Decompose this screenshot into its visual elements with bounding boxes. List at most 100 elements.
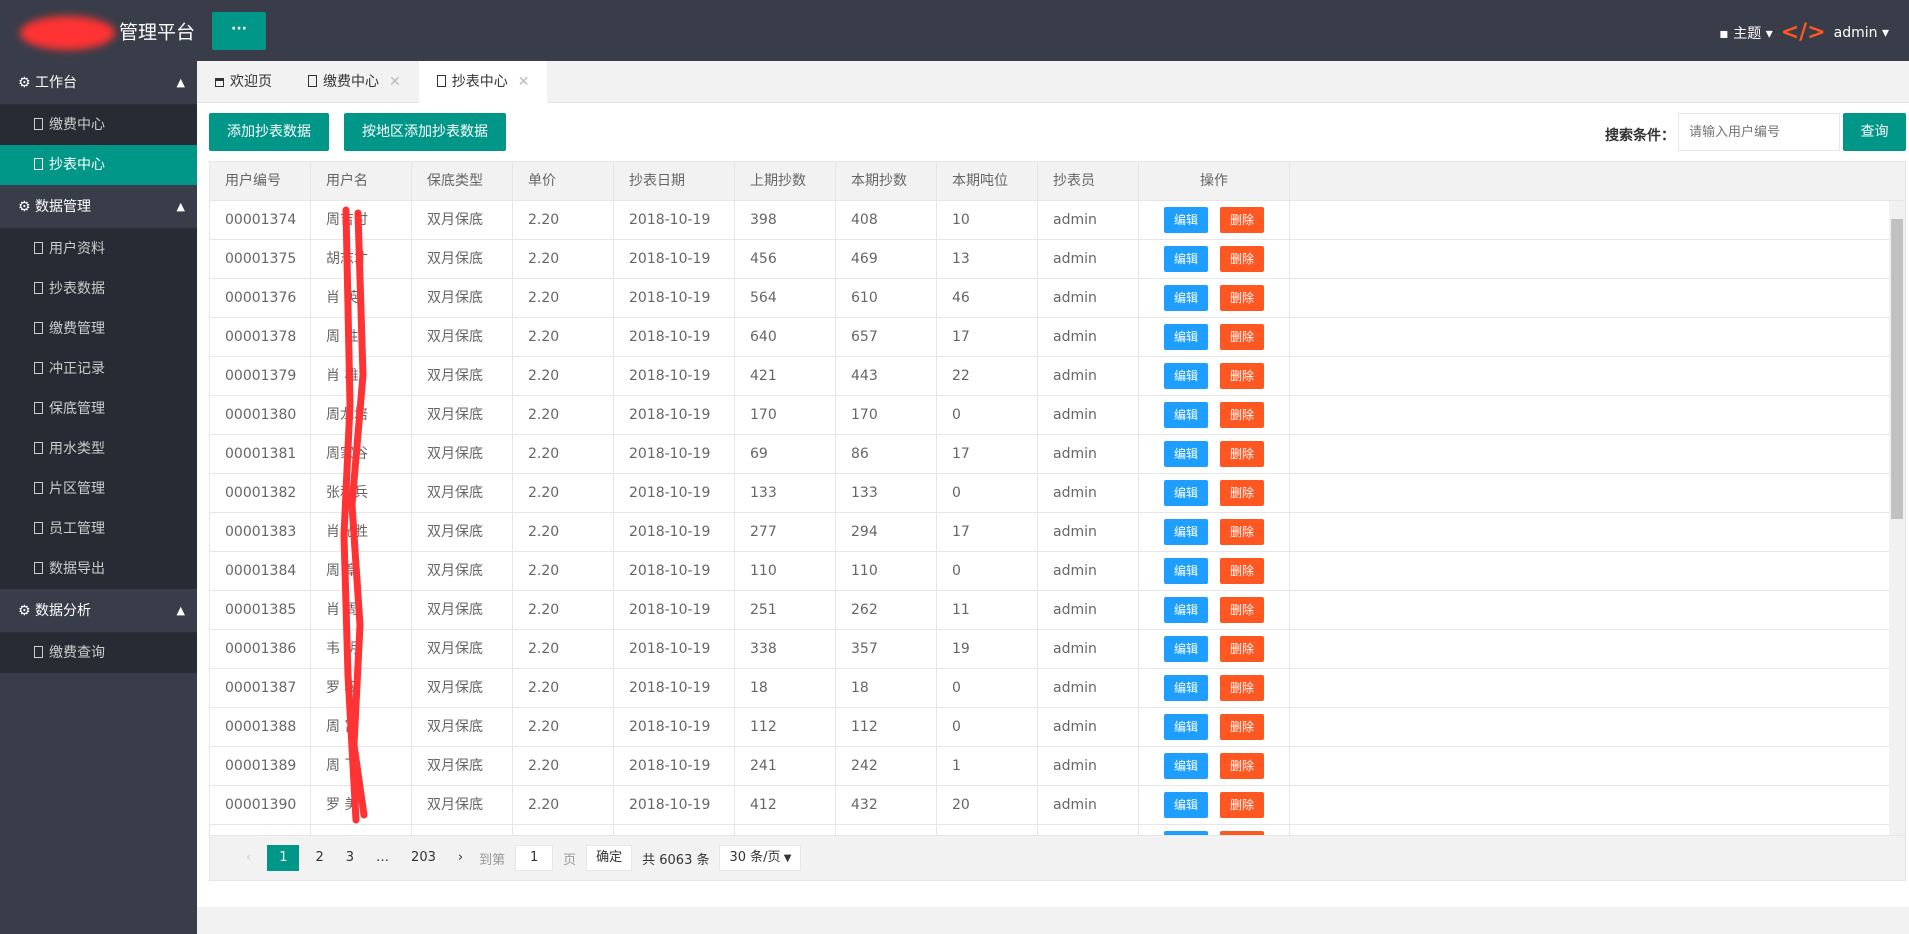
delete-button[interactable]: 删除 [1220,558,1264,584]
sidebar-item[interactable]: 冲正记录 [0,349,197,389]
table-cell: admin [1038,435,1139,473]
close-icon[interactable]: ✕ [517,74,530,90]
table-cell: 00001383 [210,513,311,551]
actions-cell: 编辑 删除 [1139,825,1290,835]
delete-button[interactable]: 删除 [1220,519,1264,545]
table-cell: 周 章 [311,552,412,590]
table-cell: 13 [937,240,1038,278]
delete-button[interactable]: 删除 [1220,636,1264,662]
delete-button[interactable]: 删除 [1220,285,1264,311]
edit-button[interactable]: 编辑 [1164,519,1208,545]
table-row: 00001376 肖 英双月保底 2.20 2018-10-19 564 610 46 adm… [210,279,1905,318]
add-by-area-button[interactable]: 按地区添加抄表数据 [344,113,506,151]
edit-button[interactable]: 编辑 [1164,597,1208,623]
sidebar-item[interactable]: 抄表中心 [0,145,197,185]
column-header: 抄表日期 [614,162,735,200]
page-button[interactable]: 2 [315,850,324,865]
edit-button[interactable]: 编辑 [1164,792,1208,818]
actions-cell: 编辑删除 [1139,474,1290,512]
theme-menu[interactable]: ▪ 主题 ▾ [1719,25,1773,42]
table-cell: 2.20 [513,318,614,356]
delete-button[interactable]: 删除 [1220,753,1264,779]
delete-button[interactable]: 删除 [1220,363,1264,389]
table-cell: admin [1038,669,1139,707]
sidebar-item[interactable]: 保底管理 [0,389,197,429]
delete-button[interactable]: 删除 [1220,246,1264,272]
table-cell: 00001380 [210,396,311,434]
page-number-input[interactable]: 1 [515,845,554,871]
sidebar-item[interactable]: 缴费管理 [0,309,197,349]
edit-button[interactable]: 编辑 [1164,285,1208,311]
sidebar-item[interactable]: 员工管理 [0,509,197,549]
sidebar-item[interactable]: 抄表数据 [0,269,197,309]
edit-button[interactable]: 编辑 [1164,714,1208,740]
per-page-select[interactable]: 30 条/页 ▼ [719,845,802,871]
delete-button[interactable]: 删除 [1220,792,1264,818]
tab[interactable]: 抄表中心 ✕ [418,61,548,104]
table-cell: 412 [735,786,836,824]
edit-button[interactable]: 编辑 [1164,636,1208,662]
edit-button[interactable]: 编辑 [1164,675,1208,701]
page-button[interactable]: 3 [345,850,355,865]
column-header: 本期抄数 [836,162,937,200]
theme-label: 主题 [1733,25,1762,42]
close-icon[interactable]: ✕ [389,74,401,90]
table-cell [735,825,836,835]
delete-button[interactable]: 删除 [1220,714,1264,740]
sidebar-group[interactable]: ⚙ 数据管理 ▲ [0,185,197,229]
table-cell: 00001389 [210,747,311,785]
search-button[interactable]: 查询 [1843,113,1906,151]
page-unit-label: 页 [563,852,577,868]
gear-icon: ⚙ [18,75,36,91]
sidebar-item[interactable]: 片区管理 [0,469,197,509]
table-cell: 胡志才 [311,240,412,278]
edit-button[interactable]: 编辑 [1164,324,1208,350]
sidebar-item[interactable]: 缴费查询 [0,633,197,673]
edit-button[interactable]: 编辑 [1164,753,1208,779]
toggle-menu-button[interactable]: ··· [212,12,266,50]
table-cell: 112 [836,708,937,746]
table-cell: 双月保底 [412,474,513,512]
page-button[interactable]: 203 [411,850,436,865]
edit-button[interactable]: 编辑 [1164,480,1208,506]
delete-button[interactable]: 删除 [1220,441,1264,467]
add-reading-button[interactable]: 添加抄表数据 [209,113,329,151]
sidebar-item[interactable]: 数据导出 [0,549,197,589]
sidebar-group-label: 数据分析 [35,603,92,619]
tab-label: 抄表中心 [451,74,508,90]
sidebar-group[interactable]: ⚙ 工作台 ▲ [0,61,197,105]
sidebar-group[interactable]: ⚙ 数据分析 ▲ [0,589,197,633]
tab[interactable]: 缴费中心 ✕ [290,61,419,102]
tab[interactable]: 欢迎页 [197,61,290,102]
edit-button[interactable]: 编辑 [1164,831,1208,835]
table-cell: 110 [836,552,937,590]
sidebar-item[interactable]: 用户资料 [0,229,197,269]
page-button[interactable]: 1 [267,845,300,871]
file-icon [34,482,43,494]
delete-button[interactable]: 删除 [1220,597,1264,623]
delete-button[interactable]: 删除 [1220,324,1264,350]
delete-button[interactable]: 删除 [1220,402,1264,428]
edit-button[interactable]: 编辑 [1164,246,1208,272]
confirm-page-button[interactable]: 确定 [586,845,633,871]
next-page-button[interactable]: › [457,850,464,865]
sidebar-item[interactable]: 用水类型 [0,429,197,469]
search-input[interactable] [1678,113,1840,151]
user-menu[interactable]: admin ▾ [1833,24,1889,41]
table-row: 00001389 周 飞双月保底 2.20 2018-10-19 241 242 1 admi… [210,747,1905,786]
delete-button[interactable]: 删除 [1220,831,1264,835]
table-cell: 00001378 [210,318,311,356]
edit-button[interactable]: 编辑 [1164,441,1208,467]
vertical-scrollbar[interactable] [1889,201,1905,835]
prev-page-button[interactable]: ‹ [246,850,252,865]
edit-button[interactable]: 编辑 [1164,558,1208,584]
scrollbar-thumb[interactable] [1891,219,1903,519]
delete-button[interactable]: 删除 [1220,480,1264,506]
edit-button[interactable]: 编辑 [1164,207,1208,233]
edit-button[interactable]: 编辑 [1164,402,1208,428]
delete-button[interactable]: 删除 [1220,207,1264,233]
sidebar-item[interactable]: 缴费中心 [0,105,197,145]
table-row: 00001380 周龙培 双月保底 2.20 2018-10-19 170 170 0 admi… [210,396,1905,435]
delete-button[interactable]: 删除 [1220,675,1264,701]
edit-button[interactable]: 编辑 [1164,363,1208,389]
